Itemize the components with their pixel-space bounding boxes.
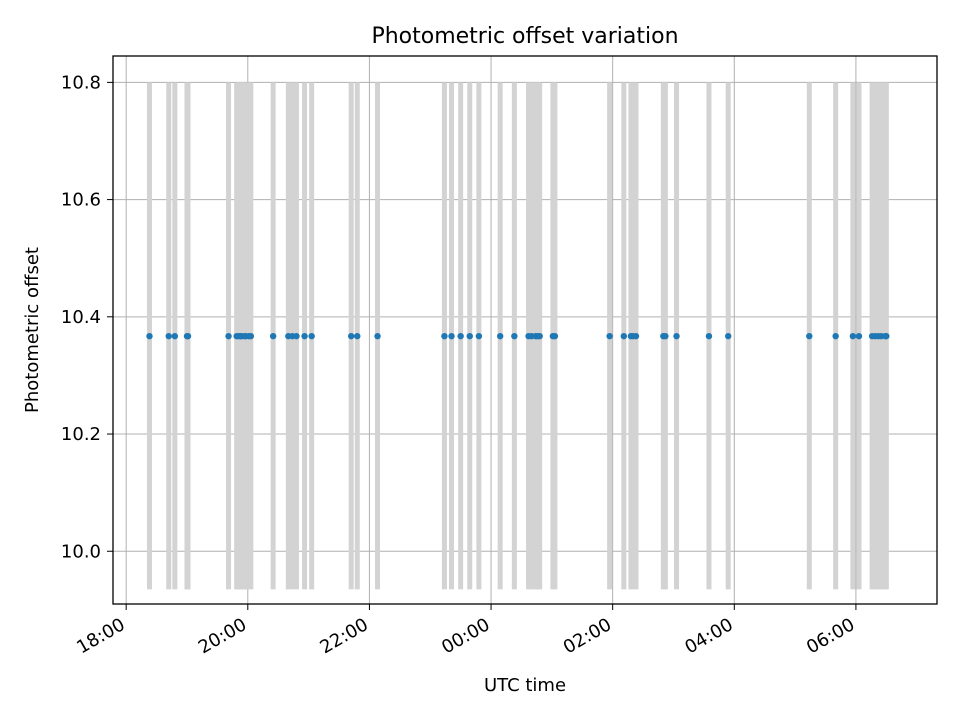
data-point (301, 332, 308, 340)
data-point (184, 332, 192, 340)
data-point (832, 332, 839, 340)
data-point (855, 332, 863, 340)
data-point (620, 332, 628, 340)
data-point (293, 332, 300, 340)
y-axis-label: Photometric offset (22, 247, 43, 413)
y-tick-label: 10.6 (61, 190, 101, 211)
data-point (354, 332, 361, 340)
data-point (705, 332, 713, 340)
data-point (441, 332, 448, 340)
x-axis-label: UTC time (484, 675, 566, 696)
data-point (165, 332, 172, 340)
data-point (725, 332, 732, 340)
data-point (883, 332, 890, 340)
data-point (606, 332, 613, 340)
data-point (511, 332, 518, 340)
data-point (448, 332, 455, 340)
data-point (632, 332, 640, 340)
data-point (662, 332, 669, 340)
data-point (536, 332, 543, 340)
y-tick-label: 10.0 (61, 541, 101, 562)
data-point (496, 332, 504, 340)
data-point (225, 332, 232, 340)
data-point (475, 332, 483, 340)
data-point (171, 332, 179, 340)
data-point (308, 332, 315, 340)
data-point (374, 332, 381, 340)
data-point (673, 332, 680, 340)
data-points (146, 332, 890, 340)
data-point (347, 332, 355, 340)
data-point (457, 332, 464, 340)
data-point (849, 332, 857, 340)
data-point (269, 332, 277, 340)
data-point (247, 332, 255, 340)
y-tick-label: 10.2 (61, 424, 101, 445)
data-point (551, 332, 559, 340)
data-point (146, 332, 153, 340)
y-tick-label: 10.8 (61, 72, 101, 93)
data-point (806, 332, 813, 340)
chart-title: Photometric offset variation (371, 24, 678, 49)
y-tick-label: 10.4 (61, 307, 101, 328)
plot-frame (112, 55, 938, 605)
data-point (466, 332, 473, 340)
